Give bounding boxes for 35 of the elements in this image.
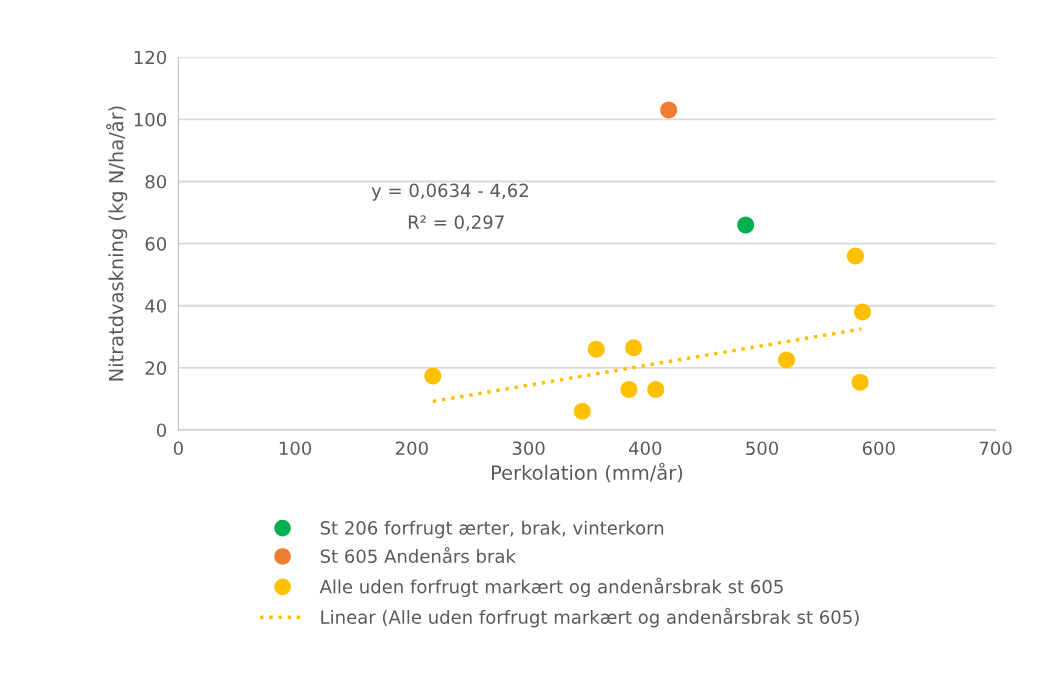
y-axis-title: Nitratdvaskning (kg N/ha/år) <box>106 106 128 381</box>
point <box>778 351 796 369</box>
x-tick-label: 100 <box>279 441 312 456</box>
legend-label: St 206 forfrugt ærter, brak, vinterkorn <box>320 520 664 539</box>
point <box>647 381 665 399</box>
x-tick-label: 700 <box>979 441 1012 456</box>
y-tick-label: 60 <box>145 237 167 251</box>
point <box>737 216 755 234</box>
legend-label: St 605 Andenårs brak <box>320 546 516 564</box>
y-tick-label: 0 <box>156 423 167 438</box>
point <box>660 101 678 119</box>
legend-label: Alle uden forfrugt markært og andenårsbrak st 605 <box>319 577 783 597</box>
point <box>573 402 591 420</box>
x-axis-title: Perkolation (mm/år) <box>492 462 683 483</box>
annotation: y = 0,0634 - 4,62 <box>371 183 528 201</box>
y-tick-label: 100 <box>134 112 167 127</box>
point <box>846 247 864 265</box>
point <box>424 367 442 385</box>
point <box>587 340 605 358</box>
y-tick-label: 40 <box>145 299 167 313</box>
point <box>625 339 643 357</box>
annotation: R² = 0,297 <box>408 215 504 231</box>
x-tick-label: 500 <box>746 441 779 456</box>
y-tick-label: 80 <box>145 174 167 189</box>
y-tick-label: 120 <box>134 50 167 65</box>
y-tick-label: 20 <box>145 361 167 375</box>
x-tick-label: 300 <box>512 441 545 456</box>
x-tick-label: 200 <box>395 441 428 456</box>
legend-label: Linear (Alle uden forfrugt markært og andenårsbrak st 605) <box>321 607 859 628</box>
x-tick-label: 400 <box>628 441 662 456</box>
point <box>620 381 638 399</box>
point <box>851 373 869 391</box>
point <box>853 303 871 321</box>
x-tick-label: 0 <box>173 441 183 456</box>
x-tick-label: 600 <box>862 441 895 456</box>
